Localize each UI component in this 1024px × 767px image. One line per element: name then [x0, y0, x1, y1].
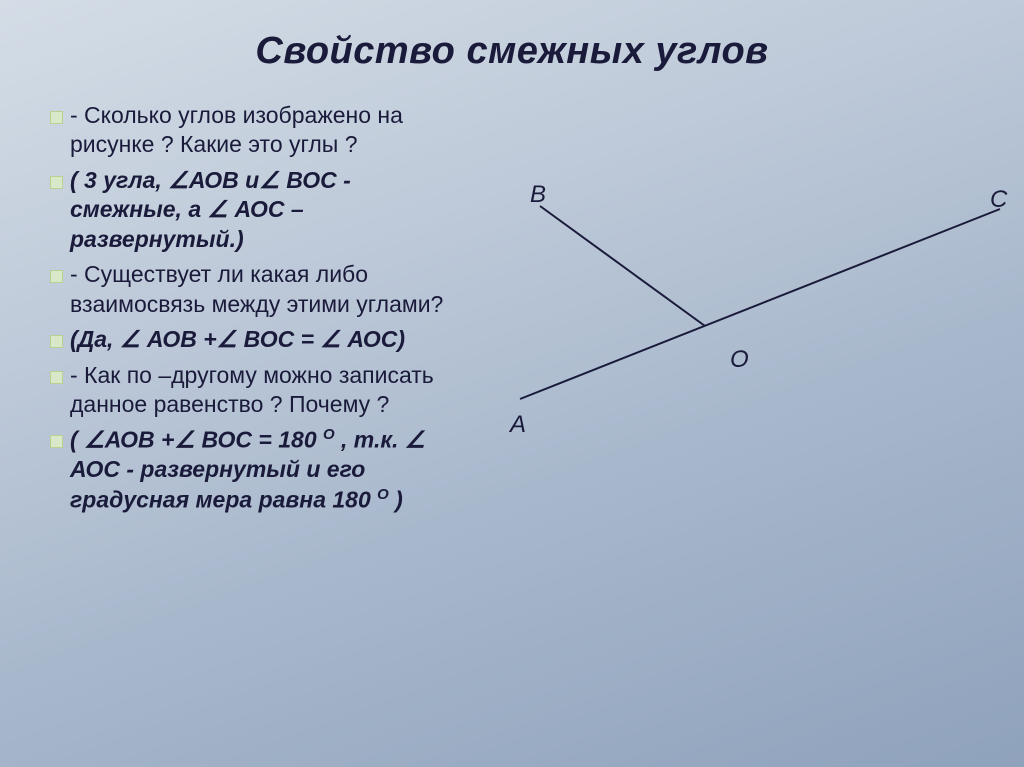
label-A: A [510, 411, 526, 439]
bullet-q1: - Сколько углов изображено на рисунке ? … [50, 101, 445, 160]
bullet-a1: ( 3 угла, ∠АОВ и∠ ВОС - смежные, а ∠ АОС… [50, 166, 445, 254]
slide-title: Свойство смежных углов [0, 0, 1024, 73]
bullet-a3: ( ∠АОВ +∠ ВОС = 180 О , т.к. ∠ АОС - раз… [50, 425, 445, 515]
geometry-diagram: A B C O [445, 101, 1005, 521]
bullet-list: - Сколько углов изображено на рисунке ? … [50, 101, 445, 515]
bullets-column: - Сколько углов изображено на рисунке ? … [0, 101, 445, 521]
content-area: - Сколько углов изображено на рисунке ? … [0, 73, 1024, 521]
label-O: O [730, 346, 749, 374]
bullet-a2: (Да, ∠ АОВ +∠ ВОС = ∠ АОС) [50, 325, 445, 354]
bullet-q2: - Существует ли какая либо взаимосвязь м… [50, 260, 445, 319]
label-B: B [530, 181, 546, 209]
line-AC [520, 209, 1000, 399]
label-C: C [990, 186, 1007, 214]
bullet-q3: - Как по –другому можно записать данное … [50, 361, 445, 420]
line-OB [540, 206, 705, 326]
diagram-svg [445, 131, 1024, 451]
